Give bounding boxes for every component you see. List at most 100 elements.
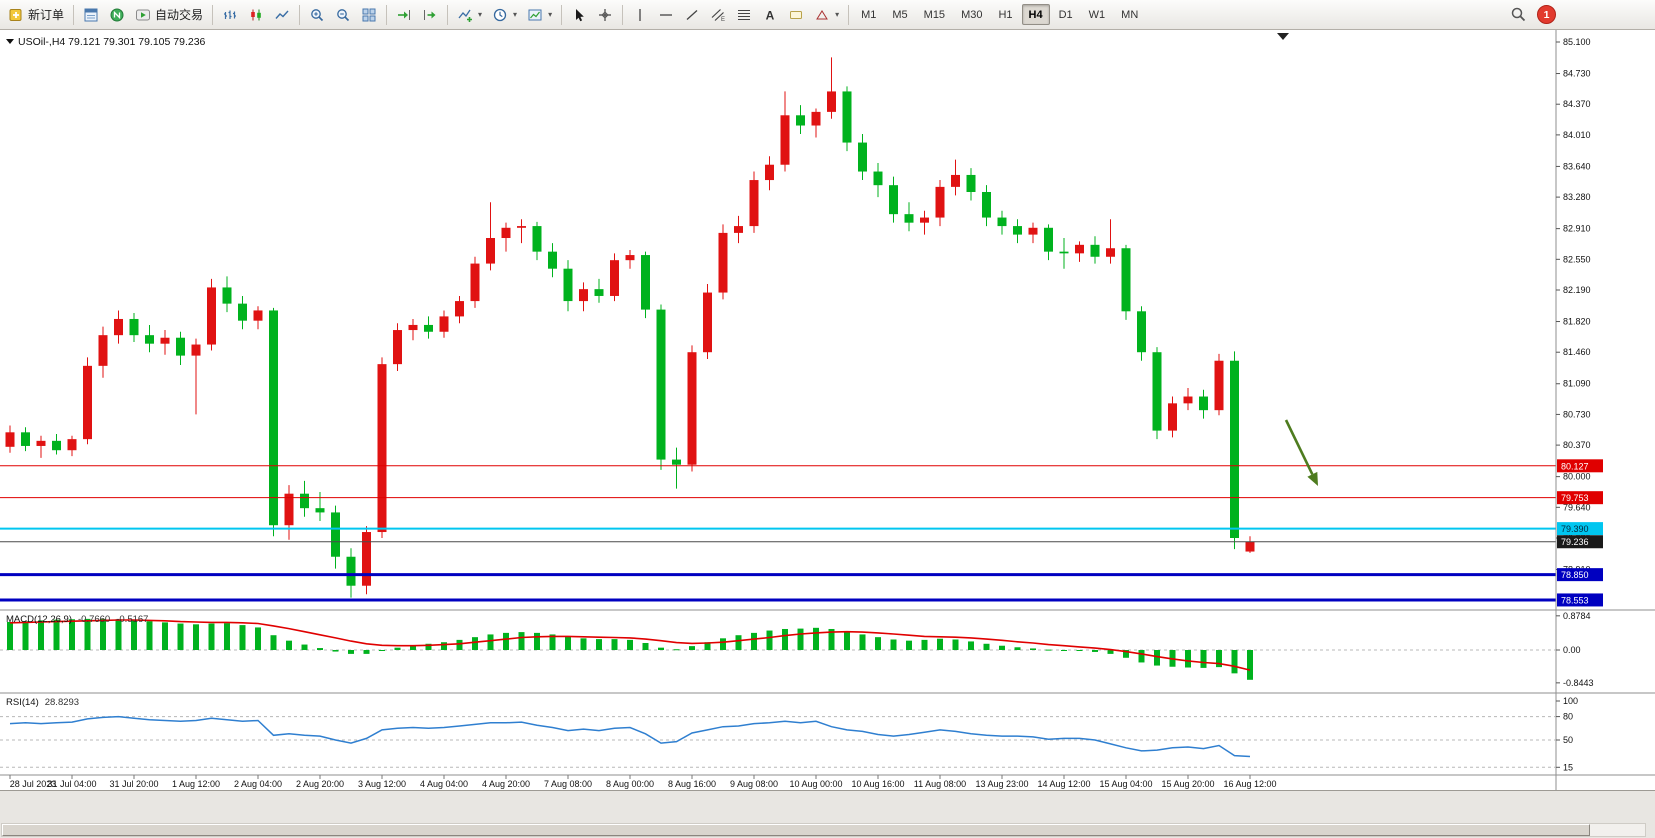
horizontal-scrollbar[interactable]	[1, 823, 1646, 837]
horizontal-line-tool-button[interactable]	[653, 3, 679, 27]
time-tick-label: 9 Aug 08:00	[730, 779, 778, 789]
candle-body	[687, 352, 697, 465]
macd-bar	[22, 621, 29, 650]
label-tool-button[interactable]	[783, 3, 809, 27]
macd-bar	[146, 621, 153, 650]
search-icon[interactable]	[1510, 6, 1527, 23]
time-tick-label: 4 Aug 04:00	[420, 779, 468, 789]
timeframe-d1[interactable]: D1	[1052, 4, 1080, 25]
scrollbar-thumb[interactable]	[2, 824, 1590, 836]
candle-body	[517, 226, 526, 228]
macd-bar	[1185, 650, 1191, 668]
macd-tick-label: 0.00	[1563, 645, 1581, 655]
macd-bar	[937, 638, 943, 650]
macd-bar	[286, 640, 292, 650]
chart-window: 85.100 84.730 84.370 84.010 83.640 83.280 82.9…	[0, 30, 1655, 790]
candle-body	[207, 287, 216, 345]
price-badge-label: 79.753	[1561, 493, 1589, 503]
rsi-line	[9, 715, 1251, 758]
trend-arrow-annotation[interactable]	[1284, 419, 1318, 486]
text-tool-button[interactable]: A	[757, 3, 783, 27]
toolbar-right-group: 1	[1510, 5, 1556, 24]
auto-trading-button[interactable]: 自动交易	[130, 3, 208, 27]
macd-bar	[1061, 650, 1067, 651]
timeframe-group: M1 M5 M15 M30 H1 H4 D1 W1 MN	[853, 4, 1146, 25]
price-badge-label: 79.390	[1561, 524, 1589, 534]
line-chart-mode-button[interactable]	[269, 3, 295, 27]
macd-bar	[782, 628, 788, 650]
time-tick-label: 8 Aug 00:00	[606, 779, 654, 789]
chart-shift-button[interactable]	[417, 3, 443, 27]
new-order-button[interactable]: 新订单	[3, 3, 69, 27]
candle-body	[904, 214, 914, 223]
macd-bar	[487, 634, 494, 650]
candle-body	[656, 309, 666, 460]
vertical-line-tool-button[interactable]	[627, 3, 653, 27]
crosshair-icon	[599, 8, 612, 21]
candle-body	[439, 316, 449, 332]
indicators-button[interactable]: ▾	[452, 3, 487, 27]
time-tick-label: 8 Aug 16:00	[668, 779, 716, 789]
macd-bar	[224, 623, 230, 650]
indicators-icon	[458, 9, 473, 22]
price-tick-label: 84.370	[1563, 99, 1591, 109]
crosshair-tool-button[interactable]	[592, 3, 618, 27]
bar-chart-mode-button[interactable]	[217, 3, 243, 27]
price-tick-label: 79.640	[1563, 502, 1591, 512]
candle-body	[83, 365, 92, 440]
candle-body	[920, 217, 929, 223]
price-badge	[1557, 459, 1603, 473]
trendline-tool-button[interactable]	[679, 3, 705, 27]
candle-body	[548, 251, 557, 269]
candle-body	[129, 318, 139, 336]
auto-scroll-button[interactable]	[391, 3, 417, 27]
price-tick-label: 85.100	[1563, 37, 1591, 47]
price-badge-label: 78.850	[1561, 570, 1589, 580]
market-watch-button[interactable]	[78, 3, 104, 27]
periods-button[interactable]: ▾	[487, 3, 522, 27]
rsi-tick-label: 80	[1563, 712, 1573, 722]
candle-body	[532, 226, 542, 252]
toolbar-separator	[447, 4, 449, 25]
templates-button[interactable]: ▾	[522, 3, 557, 27]
channel-tool-button[interactable]: E	[705, 3, 731, 27]
fibonacci-tool-button[interactable]	[731, 3, 757, 27]
chart-canvas[interactable]: 85.100 84.730 84.370 84.010 83.640 83.280 82.9…	[0, 30, 1655, 790]
timeframe-m1[interactable]: M1	[854, 4, 883, 25]
time-tick-label: 4 Aug 20:00	[482, 779, 530, 789]
macd-bar	[425, 643, 432, 650]
line-chart-icon	[275, 10, 289, 19]
timeframe-m15[interactable]: M15	[917, 4, 952, 25]
zoom-in-icon	[311, 8, 324, 21]
macd-bar	[456, 639, 463, 650]
macd-tick-label: -0.8443	[1563, 678, 1594, 688]
candlestick-mode-button[interactable]	[243, 3, 269, 27]
timeframe-mn[interactable]: MN	[1114, 4, 1145, 25]
notification-badge[interactable]: 1	[1537, 5, 1556, 24]
candle-body	[98, 335, 108, 366]
timeframe-w1[interactable]: W1	[1082, 4, 1113, 25]
timeframe-h1[interactable]: H1	[991, 4, 1019, 25]
cursor-icon	[576, 8, 584, 21]
zoom-in-button[interactable]	[304, 3, 330, 27]
macd-bar	[720, 638, 726, 650]
candle-body	[1137, 311, 1146, 353]
timeframe-m5[interactable]: M5	[885, 4, 914, 25]
candle-body	[1013, 226, 1022, 235]
cursor-tool-button[interactable]	[566, 3, 592, 27]
candle-body	[1230, 360, 1239, 538]
zoom-out-button[interactable]	[330, 3, 356, 27]
macd-bar	[472, 637, 478, 650]
timeframe-h4[interactable]: H4	[1021, 4, 1050, 25]
macd-bar	[627, 639, 633, 650]
shapes-tool-button[interactable]: ▾	[809, 3, 844, 27]
chart-shift-marker[interactable]	[1277, 33, 1289, 40]
tile-windows-button[interactable]	[356, 3, 382, 27]
timeframe-m30[interactable]: M30	[954, 4, 989, 25]
price-tick-label: 81.090	[1563, 379, 1591, 389]
macd-bar	[1154, 650, 1160, 666]
time-tick-label: 1 Aug 12:00	[172, 779, 220, 789]
svg-text:E: E	[721, 17, 725, 23]
macd-bar	[177, 623, 184, 650]
navigator-button[interactable]	[104, 3, 130, 27]
